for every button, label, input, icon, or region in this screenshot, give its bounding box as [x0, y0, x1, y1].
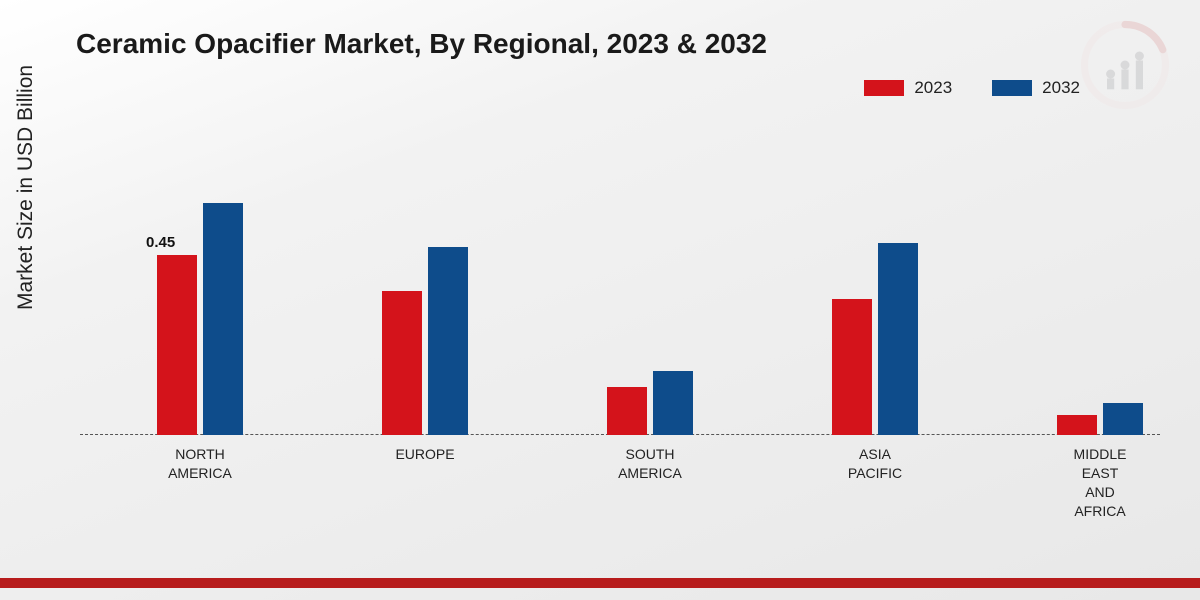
x-tick-label: ASIA PACIFIC — [815, 445, 935, 483]
bar-2032 — [203, 203, 243, 435]
x-tick-label: NORTH AMERICA — [140, 445, 260, 483]
bar-2032 — [653, 371, 693, 435]
legend-item-2032: 2032 — [992, 78, 1080, 98]
bar-2032 — [1103, 403, 1143, 435]
chart-title: Ceramic Opacifier Market, By Regional, 2… — [76, 28, 767, 60]
y-axis-label: Market Size in USD Billion — [14, 65, 38, 310]
bar-2023 — [1057, 415, 1097, 435]
legend-label-2023: 2023 — [914, 78, 952, 98]
bar-value-label: 0.45 — [146, 234, 175, 251]
brand-logo-icon — [1080, 20, 1170, 110]
bar-group — [365, 247, 485, 435]
legend-item-2023: 2023 — [864, 78, 952, 98]
bar-2023 — [382, 291, 422, 435]
legend-label-2032: 2032 — [1042, 78, 1080, 98]
footer-accent-bar — [0, 578, 1200, 588]
x-tick-label: EUROPE — [365, 445, 485, 464]
legend-swatch-2023 — [864, 80, 904, 96]
bar-group — [590, 371, 710, 435]
bar-2023 — [832, 299, 872, 435]
x-tick-label: SOUTH AMERICA — [590, 445, 710, 483]
legend: 2023 2032 — [864, 78, 1080, 98]
bar-2032 — [878, 243, 918, 435]
legend-swatch-2032 — [992, 80, 1032, 96]
plot-area: 0.45 — [80, 135, 1160, 435]
bar-2023 — [157, 255, 197, 435]
bar-2032 — [428, 247, 468, 435]
x-axis-labels: NORTH AMERICA EUROPE SOUTH AMERICA ASIA PAC… — [80, 445, 1160, 535]
bar-group — [815, 243, 935, 435]
bar-2023 — [607, 387, 647, 435]
bar-group — [1040, 403, 1160, 435]
x-tick-label: MIDDLE EAST AND AFRICA — [1040, 445, 1160, 521]
